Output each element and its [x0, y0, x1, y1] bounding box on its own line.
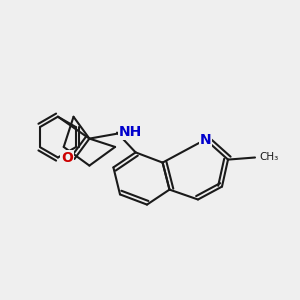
- Text: CH₃: CH₃: [260, 152, 279, 163]
- Text: N: N: [200, 133, 211, 146]
- Text: O: O: [61, 151, 73, 164]
- Text: NH: NH: [118, 125, 142, 139]
